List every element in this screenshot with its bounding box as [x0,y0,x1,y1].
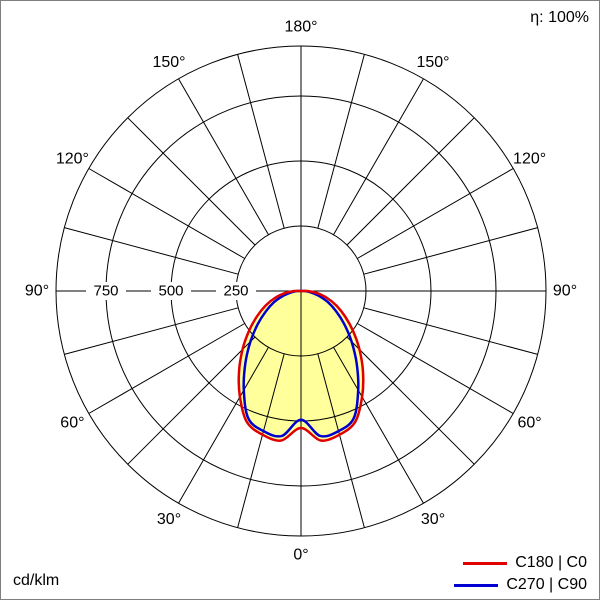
grid-spoke [88,323,245,414]
angle-label: 180° [284,19,317,36]
grid-spoke [127,117,256,246]
radial-tick-bg [216,282,256,300]
grid-spoke [317,353,365,528]
legend-line-c270-c90 [454,583,499,587]
grid-spoke [363,227,538,275]
grid-spoke [357,168,514,259]
grid-spoke [333,347,424,504]
grid-spoke [64,307,239,355]
grid-spoke [346,117,475,246]
angle-label: 150° [152,54,185,71]
legend-line-c180-c0 [463,561,508,565]
grid-spoke [237,353,285,528]
grid-spoke [346,336,475,465]
curve-c180-c0 [237,289,365,442]
curve-c270-c90 [242,289,360,438]
grid-spoke [237,54,285,229]
legend-item-c0: C180 | C0 [454,554,587,572]
grid-spoke [317,54,365,229]
angle-label: 30° [421,511,445,528]
angle-label: 30° [157,511,181,528]
angle-label: 120° [56,151,89,168]
angle-label: 60° [60,415,84,432]
grid-spoke [88,168,245,259]
angle-label: 90° [25,283,49,300]
grid-spoke [64,227,239,275]
legend-item-c90: C270 | C90 [454,576,587,594]
grid-spoke [363,307,538,355]
radial-tick-label: 750 [93,283,118,300]
radial-tick-bg [151,282,191,300]
legend-label-c270-c90: C270 | C90 [506,576,587,593]
angle-label: 0° [293,547,308,564]
angle-label: 90° [553,283,577,300]
angle-label: 60° [517,415,541,432]
radial-tick-label: 250 [223,283,248,300]
grid-spoke [127,336,256,465]
angle-label: 150° [416,54,449,71]
grid-spoke [357,323,514,414]
unit-label: cd/klm [13,572,60,589]
angle-label: 120° [513,151,546,168]
legend: C180 | C0 C270 | C90 [454,554,587,594]
grid-spoke [178,347,269,504]
grid-spoke [178,78,269,235]
radial-tick-bg [86,282,126,300]
radial-tick-label: 500 [158,283,183,300]
efficiency-label: η: 100% [530,9,589,26]
grid-spoke [333,78,424,235]
legend-label-c180-c0: C180 | C0 [515,554,587,571]
